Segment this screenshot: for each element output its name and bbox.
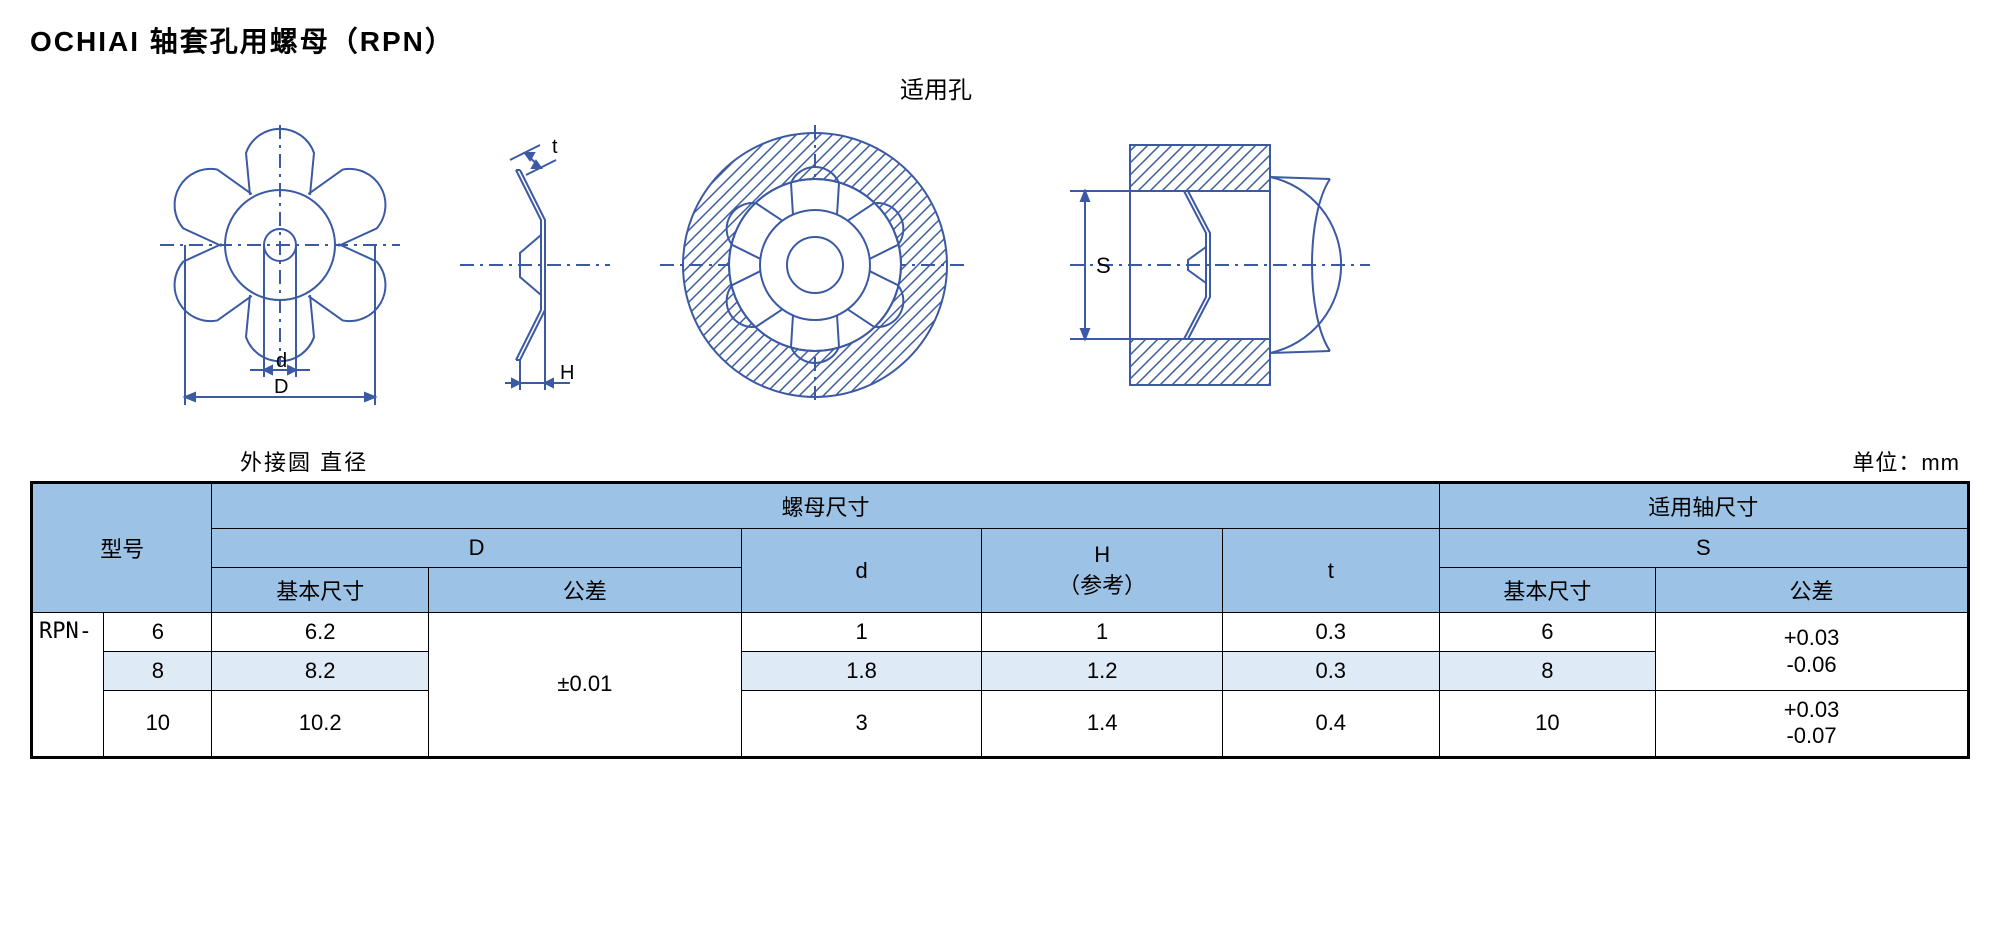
dim-t-label: t <box>552 136 558 158</box>
page-title: OCHIAI 轴套孔用螺母（RPN） <box>30 20 1970 60</box>
cell-S: 10 <box>1439 691 1656 758</box>
diagram-nut-side: t H <box>450 115 620 415</box>
dim-S-label: S <box>1096 253 1111 278</box>
cell-t: 0.3 <box>1222 652 1439 691</box>
cell-D: 8.2 <box>212 652 429 691</box>
cell-S: 6 <box>1439 613 1656 652</box>
subtitle-hole: 适用孔 <box>900 70 972 105</box>
diagram-row: d D <box>150 115 1970 415</box>
label-unit: 单位：mm <box>1852 445 1960 477</box>
table-row: RPN- 6 6.2 ±0.01 1 1 0.3 6 +0.03 -0.06 <box>32 613 1969 652</box>
th-S: S <box>1439 529 1968 568</box>
th-D-tol: 公差 <box>428 568 741 613</box>
diagram-hole-front <box>660 115 970 415</box>
cell-size: 6 <box>104 613 212 652</box>
th-nut: 螺母尺寸 <box>212 483 1439 529</box>
th-S-tol: 公差 <box>1656 568 1969 613</box>
cell-d: 1.8 <box>741 652 982 691</box>
diagram-hole-section: S <box>1010 115 1370 415</box>
th-D-basic: 基本尺寸 <box>212 568 429 613</box>
th-d: d <box>741 529 982 613</box>
diagram-nut-front: d D <box>150 115 410 415</box>
cell-t: 0.3 <box>1222 613 1439 652</box>
cell-D-tol: ±0.01 <box>428 613 741 758</box>
dim-d-label: d <box>276 350 287 372</box>
th-D: D <box>212 529 741 568</box>
cell-H: 1 <box>982 613 1223 652</box>
cell-D: 6.2 <box>212 613 429 652</box>
cell-size: 10 <box>104 691 212 758</box>
th-t: t <box>1222 529 1439 613</box>
spec-table: 型号 螺母尺寸 适用轴尺寸 D d H （参考） t S 基本尺寸 公差 基本尺… <box>30 481 1970 759</box>
th-S-basic: 基本尺寸 <box>1439 568 1656 613</box>
table-row: 10 10.2 3 1.4 0.4 10 +0.03 -0.07 <box>32 691 1969 758</box>
cell-D: 10.2 <box>212 691 429 758</box>
cell-d: 3 <box>741 691 982 758</box>
th-shaft: 适用轴尺寸 <box>1439 483 1968 529</box>
cell-size: 8 <box>104 652 212 691</box>
cell-S: 8 <box>1439 652 1656 691</box>
dim-H-label: H <box>560 362 574 384</box>
dim-D-label: D <box>274 376 288 398</box>
label-circumscribed: 外接圆 直径 <box>240 445 368 477</box>
th-H: H （参考） <box>982 529 1223 613</box>
th-model: 型号 <box>32 483 212 613</box>
cell-S-tol: +0.03 -0.07 <box>1656 691 1969 758</box>
cell-H: 1.4 <box>982 691 1223 758</box>
cell-prefix: RPN- <box>32 613 104 758</box>
cell-H: 1.2 <box>982 652 1223 691</box>
cell-d: 1 <box>741 613 982 652</box>
cell-t: 0.4 <box>1222 691 1439 758</box>
cell-S-tol: +0.03 -0.06 <box>1656 613 1969 691</box>
